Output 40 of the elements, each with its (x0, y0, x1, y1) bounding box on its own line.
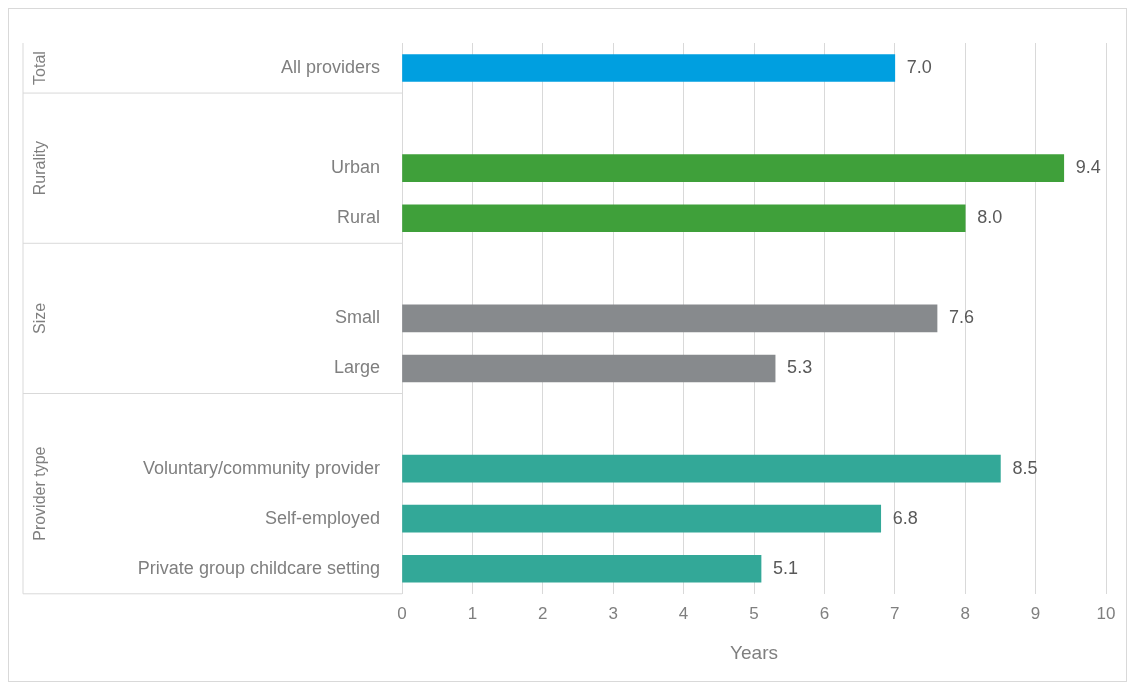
x-tick-label: 8 (960, 603, 970, 623)
bar (402, 54, 896, 82)
x-tick-label: 7 (890, 603, 900, 623)
x-axis-title: Years (730, 641, 778, 663)
data-label: 9.4 (1075, 157, 1101, 178)
x-tick-label: 9 (1030, 603, 1041, 623)
data-label: 5.1 (773, 557, 799, 578)
y-tick-label: Urban (330, 157, 380, 178)
data-label: 7.0 (906, 57, 932, 78)
bar (402, 504, 882, 533)
data-label: 8.5 (1012, 457, 1038, 478)
bar (402, 304, 938, 333)
x-tick-label: 5 (749, 603, 759, 623)
x-tick-label: 2 (538, 603, 548, 623)
y-tick-label: Private group childcare setting (137, 557, 380, 578)
x-tick-label: 6 (819, 603, 830, 623)
y-tick-label: Rural (336, 207, 380, 228)
bar (402, 454, 1001, 483)
x-tick-label: 3 (608, 603, 618, 623)
x-tick-label: 0 (397, 603, 407, 623)
bar (402, 154, 1065, 183)
y-tick-label: Voluntary/community provider (142, 457, 380, 478)
bar (402, 204, 966, 233)
data-label: 7.6 (949, 307, 975, 328)
x-tick-label: 10 (1096, 603, 1116, 623)
text: Provider type (31, 446, 49, 541)
bar (402, 554, 762, 583)
x-tick-label: 1 (467, 603, 478, 623)
bar (402, 354, 776, 383)
text: Size (31, 302, 49, 334)
x-tick-label: 4 (678, 603, 689, 623)
text: Total (31, 51, 49, 85)
data-label: 8.0 (977, 207, 1003, 228)
text: Rurality (31, 141, 49, 196)
data-label: 6.8 (892, 507, 918, 528)
y-tick-label: Small (334, 307, 380, 328)
y-tick-label: All providers (280, 57, 380, 78)
y-tick-label: Large (333, 357, 380, 378)
data-label: 5.3 (787, 357, 813, 378)
y-tick-label: Self-employed (264, 507, 380, 528)
